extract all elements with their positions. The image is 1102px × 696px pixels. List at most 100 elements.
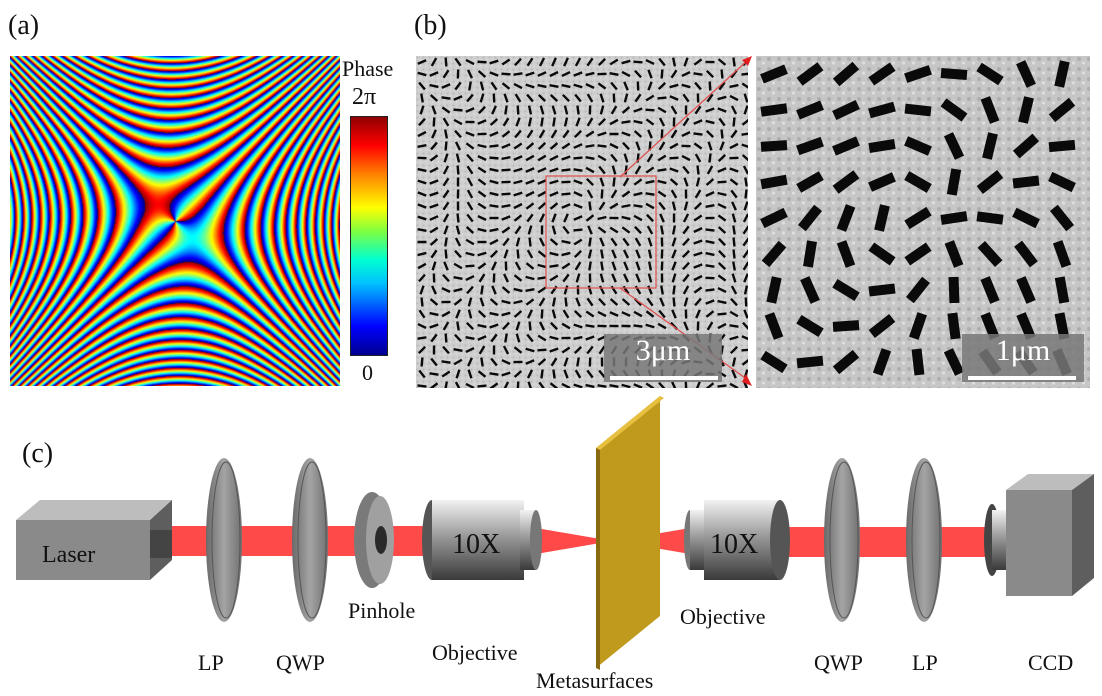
nano-antenna <box>417 384 427 388</box>
nano-antenna <box>573 238 583 246</box>
nano-antenna <box>540 309 544 319</box>
nano-antenna <box>513 287 523 293</box>
nano-antenna <box>456 69 460 79</box>
label-objective-right: Objective <box>680 604 766 629</box>
nano-antenna <box>537 154 547 162</box>
nano-antenna <box>538 129 546 139</box>
nano-antenna <box>694 189 702 199</box>
nano-antenna <box>1048 139 1076 153</box>
nano-antenna <box>526 249 534 259</box>
nano-antenna <box>695 381 701 388</box>
nano-antenna <box>465 321 475 331</box>
nano-antenna <box>633 204 643 208</box>
nano-antenna <box>684 309 688 319</box>
nano-antenna <box>742 225 748 235</box>
nano-antenna <box>980 276 1000 304</box>
nano-antenna <box>647 237 653 247</box>
nano-antenna <box>453 118 463 126</box>
nano-antenna <box>465 58 475 66</box>
nano-antenna <box>600 189 604 199</box>
nano-antenna <box>597 144 607 148</box>
nano-antenna <box>586 117 594 127</box>
nano-antenna <box>489 191 499 197</box>
nano-antenna <box>417 251 427 257</box>
nano-antenna <box>456 321 460 331</box>
nano-antenna <box>456 201 460 211</box>
nano-antenna <box>563 57 569 67</box>
nano-antenna <box>832 170 860 194</box>
nano-antenna <box>670 189 678 199</box>
nano-antenna <box>610 237 618 247</box>
nano-antenna <box>444 333 448 343</box>
nano-antenna <box>417 203 427 209</box>
nano-antenna <box>489 59 499 65</box>
nano-antenna <box>718 249 726 259</box>
nano-antenna <box>489 323 499 329</box>
nano-antenna <box>417 130 427 138</box>
nano-antenna <box>525 142 535 150</box>
nano-antenna <box>502 345 510 355</box>
nano-antenna <box>977 241 1003 267</box>
nano-antenna <box>442 273 450 283</box>
nano-antenna <box>501 72 511 76</box>
nano-antenna <box>526 57 534 67</box>
nano-antenna <box>503 93 509 103</box>
nano-antenna <box>647 261 653 271</box>
nano-antenna <box>537 250 547 258</box>
nano-antenna <box>513 167 523 173</box>
colorbar-min-label: 0 <box>362 360 373 385</box>
nano-antenna <box>597 154 607 162</box>
label-pinhole: Pinhole <box>348 598 416 623</box>
nano-antenna <box>1016 276 1036 304</box>
nano-antenna <box>597 117 607 127</box>
nano-antenna <box>501 143 511 149</box>
nano-antenna <box>465 107 475 113</box>
nano-antenna <box>429 382 439 388</box>
nano-antenna <box>441 83 451 89</box>
nano-antenna <box>610 153 618 163</box>
nano-antenna <box>443 381 449 388</box>
nano-antenna <box>796 62 824 86</box>
nano-antenna <box>538 237 546 247</box>
nano-antenna <box>453 262 463 270</box>
nano-antenna <box>636 81 640 91</box>
nano-antenna <box>441 300 451 304</box>
nano-antenna <box>621 203 631 209</box>
nano-antenna <box>489 216 499 220</box>
nano-antenna <box>514 93 522 103</box>
nano-antenna <box>904 65 932 83</box>
nano-antenna <box>611 249 617 259</box>
nano-antenna <box>549 238 559 246</box>
nano-antenna <box>598 297 606 307</box>
nano-antenna <box>760 103 788 117</box>
nano-antenna <box>609 142 619 150</box>
nano-antenna <box>609 216 619 220</box>
nano-antenna <box>429 298 439 306</box>
nano-antenna <box>538 213 546 223</box>
nano-antenna <box>660 237 664 247</box>
nano-antenna <box>453 108 463 112</box>
nano-antenna <box>431 105 437 115</box>
nano-antenna <box>610 81 618 91</box>
nano-antenna <box>585 71 595 77</box>
nano-antenna <box>1048 171 1076 193</box>
nano-antenna <box>585 166 595 174</box>
nano-antenna <box>429 94 439 102</box>
nano-antenna <box>742 237 748 247</box>
nano-antenna <box>635 249 641 259</box>
laser-source <box>16 500 172 580</box>
nano-antenna <box>417 322 427 330</box>
pinhole <box>354 492 394 588</box>
sem-image-zoom <box>756 56 1090 388</box>
nano-antenna <box>477 70 487 78</box>
nano-antenna <box>796 355 824 369</box>
nano-antenna <box>549 335 559 341</box>
scale-label-left: 3μm <box>635 334 691 367</box>
nano-antenna <box>549 94 559 102</box>
nano-antenna <box>477 166 487 174</box>
nano-antenna <box>442 189 450 199</box>
nano-antenna <box>537 202 547 210</box>
nano-antenna <box>514 261 522 271</box>
nano-antenna <box>538 57 546 67</box>
objective-left: 10X <box>422 500 542 580</box>
